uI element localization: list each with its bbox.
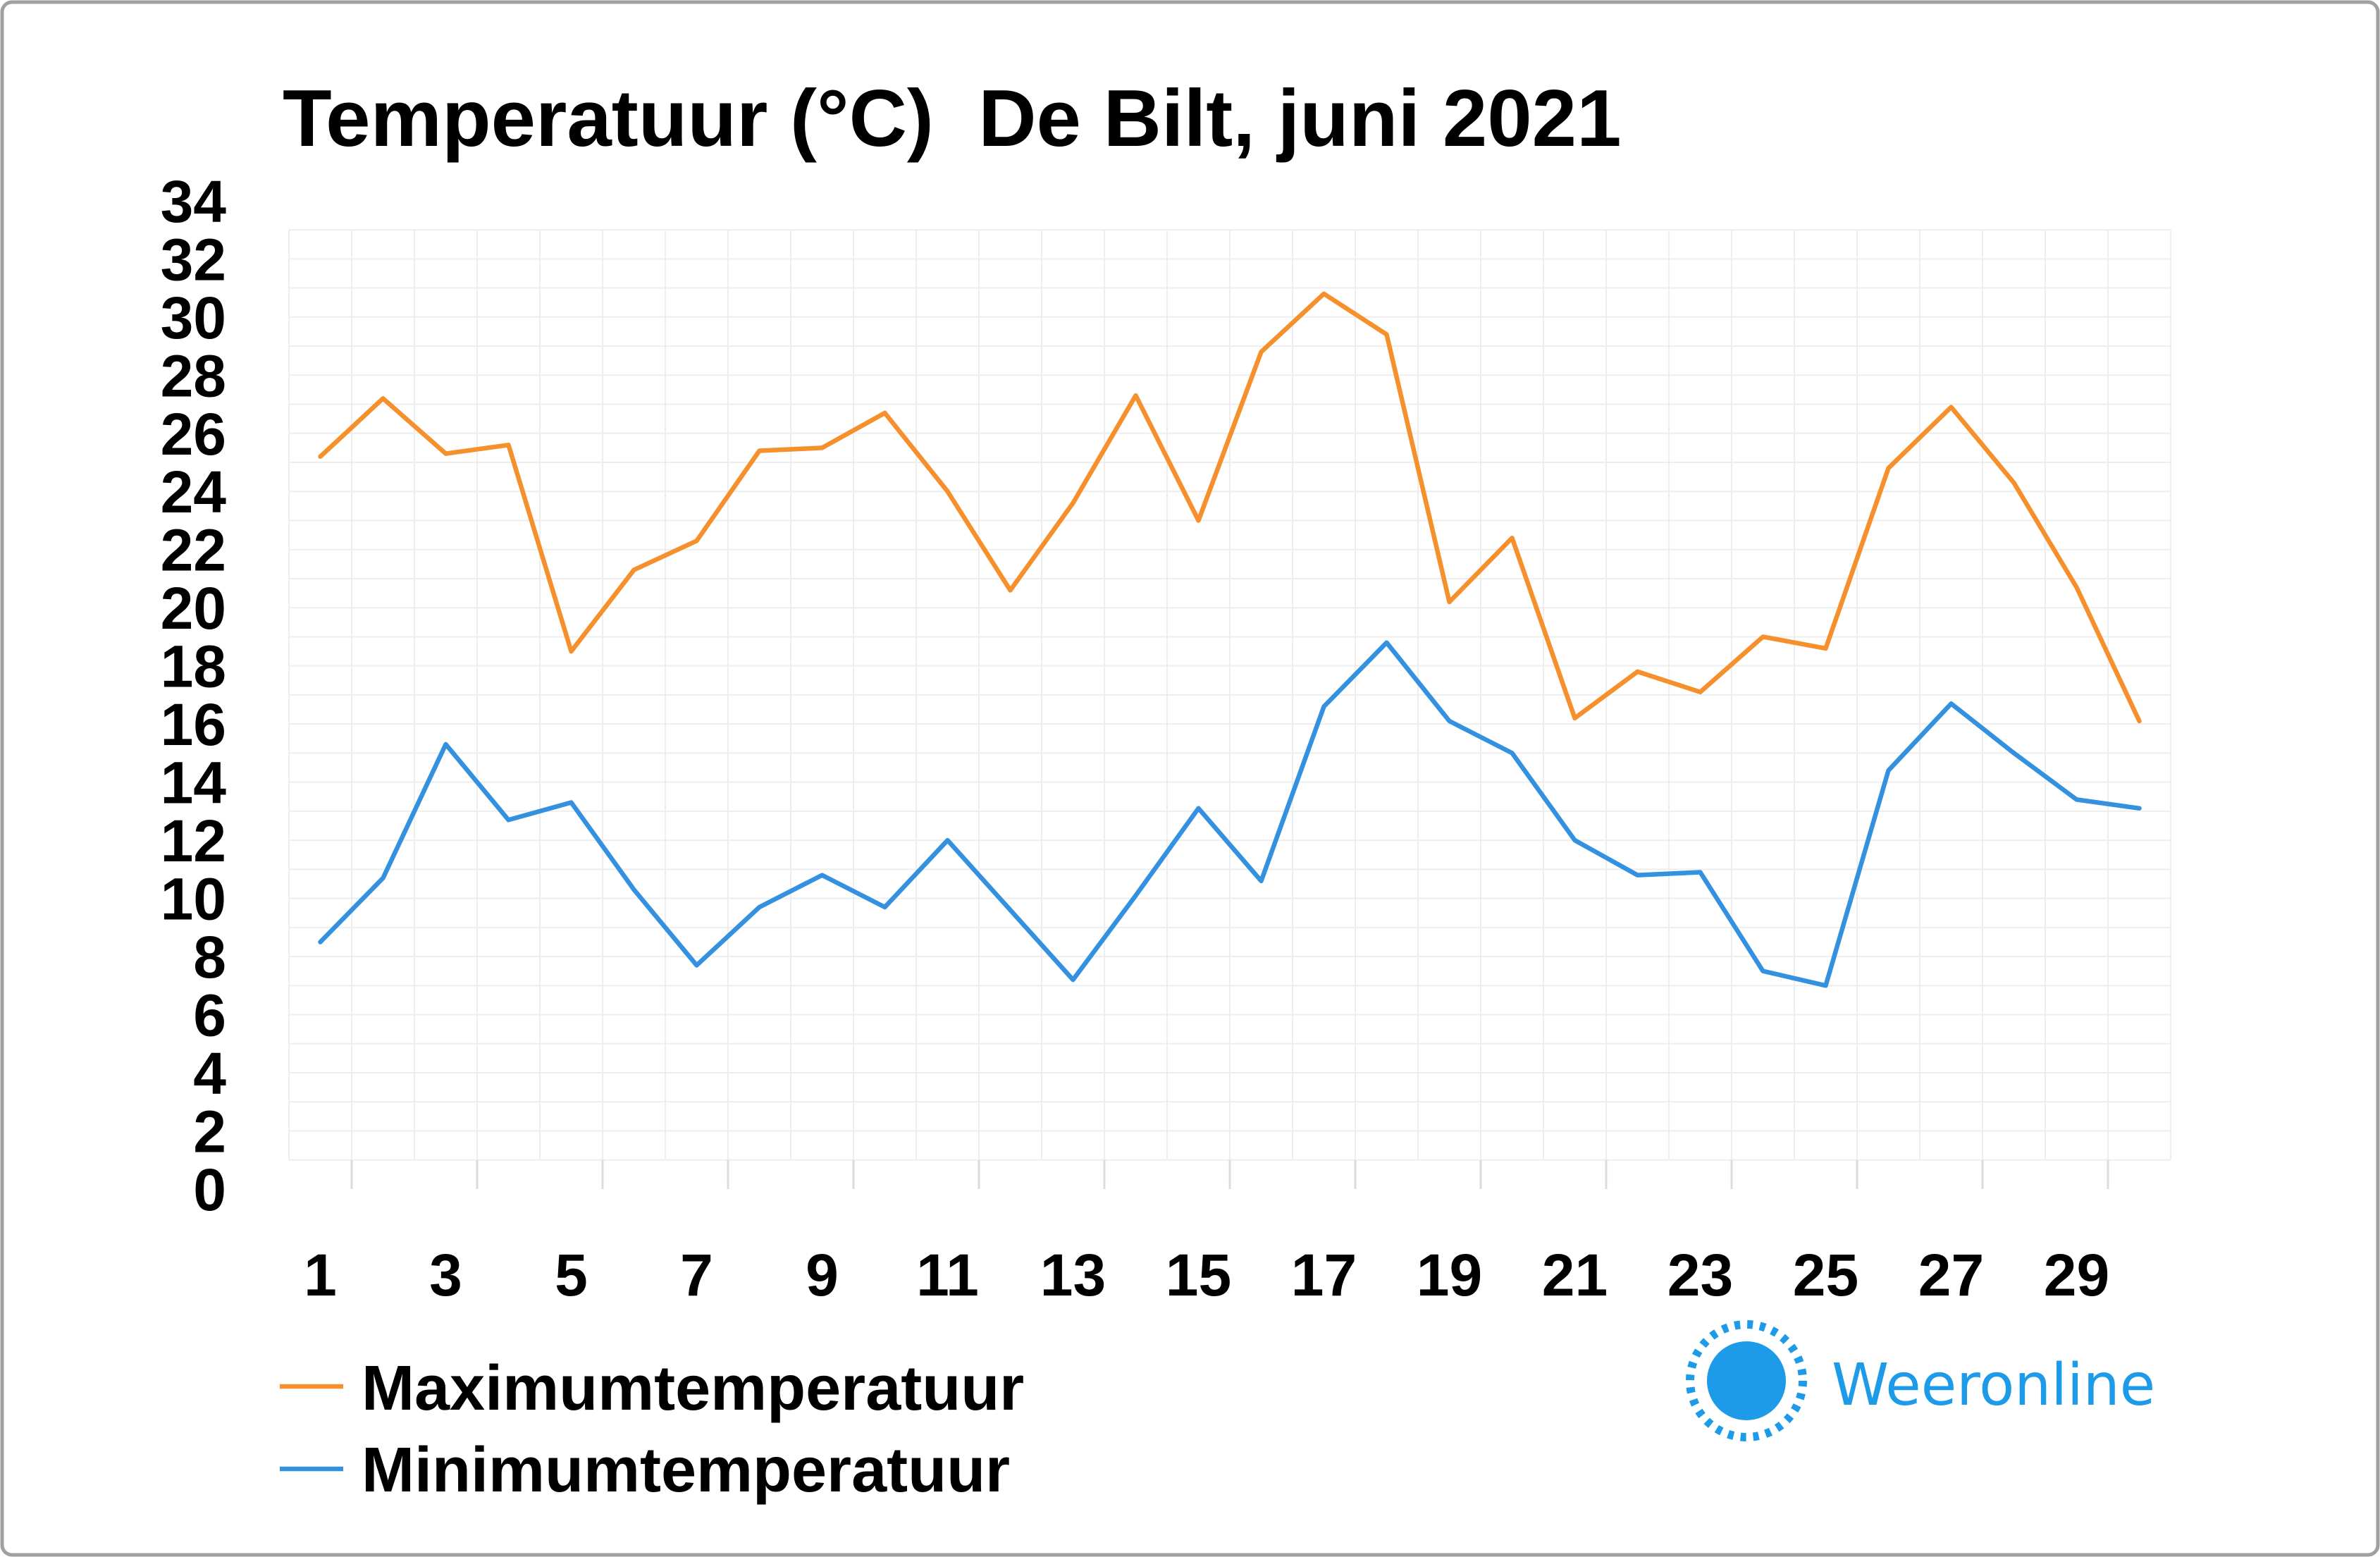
x-tick-label: 29 xyxy=(2044,1242,2109,1308)
y-tick-label: 28 xyxy=(161,343,226,409)
y-tick-label: 20 xyxy=(161,575,226,641)
x-tick-label: 13 xyxy=(1040,1242,1106,1308)
y-tick-label: 4 xyxy=(193,1040,226,1107)
legend: Maximumtemperatuur Minimumtemperatuur xyxy=(280,1353,1024,1506)
y-tick-label: 0 xyxy=(193,1157,226,1223)
x-tick-label: 19 xyxy=(1417,1242,1482,1308)
x-tick-label: 11 xyxy=(916,1242,979,1308)
y-tick-label: 6 xyxy=(193,983,226,1049)
y-tick-label: 16 xyxy=(161,691,226,758)
weeronline-logo: Weeronline xyxy=(1686,1320,2155,1441)
x-tick-label: 15 xyxy=(1166,1242,1231,1308)
y-tick-label: 24 xyxy=(161,459,227,525)
x-axis-tick-marks xyxy=(350,1159,2109,1189)
y-tick-label: 18 xyxy=(161,634,226,700)
y-tick-label: 10 xyxy=(161,866,226,933)
y-tick-label: 32 xyxy=(161,226,226,293)
legend-label-maximumtemperatuur: Maximumtemperatuur xyxy=(362,1353,1024,1424)
x-tick-label: 5 xyxy=(555,1242,588,1308)
x-tick-label: 21 xyxy=(1542,1242,1608,1308)
x-tick-label: 27 xyxy=(1918,1242,1984,1308)
y-tick-label: 34 xyxy=(161,168,227,235)
x-tick-label: 1 xyxy=(304,1242,337,1308)
y-tick-label: 2 xyxy=(193,1099,226,1165)
plot-grid xyxy=(288,229,2171,1161)
x-tick-label: 7 xyxy=(680,1242,713,1308)
x-tick-label: 25 xyxy=(1793,1242,1858,1308)
legend-label-minimumtemperatuur: Minimumtemperatuur xyxy=(362,1435,1010,1506)
x-tick-label: 9 xyxy=(806,1242,839,1308)
y-tick-label: 30 xyxy=(161,285,226,351)
x-tick-label: 23 xyxy=(1667,1242,1733,1308)
x-axis-labels: 1 3 5 7 9 11 13 15 17 19 21 23 25 27 29 xyxy=(304,1242,2109,1308)
series-lines xyxy=(318,291,2142,988)
y-tick-label: 8 xyxy=(193,924,226,990)
chart-title: Temperatuur (°C) De Bilt, juni 2021 xyxy=(283,74,1621,164)
y-tick-label: 14 xyxy=(161,750,227,816)
x-tick-label: 17 xyxy=(1291,1242,1357,1308)
y-tick-label: 22 xyxy=(161,517,226,584)
sun-icon xyxy=(1707,1341,1786,1420)
y-tick-label: 26 xyxy=(161,401,226,467)
y-tick-label: 12 xyxy=(161,808,226,874)
x-tick-label: 3 xyxy=(429,1242,462,1308)
series-line-maximumtemperatuur xyxy=(318,291,2142,724)
sun-rays-icon xyxy=(1686,1320,1807,1441)
series-line-minimumtemperatuur xyxy=(318,640,2142,988)
logo-text: Weeronline xyxy=(1832,1352,2155,1419)
